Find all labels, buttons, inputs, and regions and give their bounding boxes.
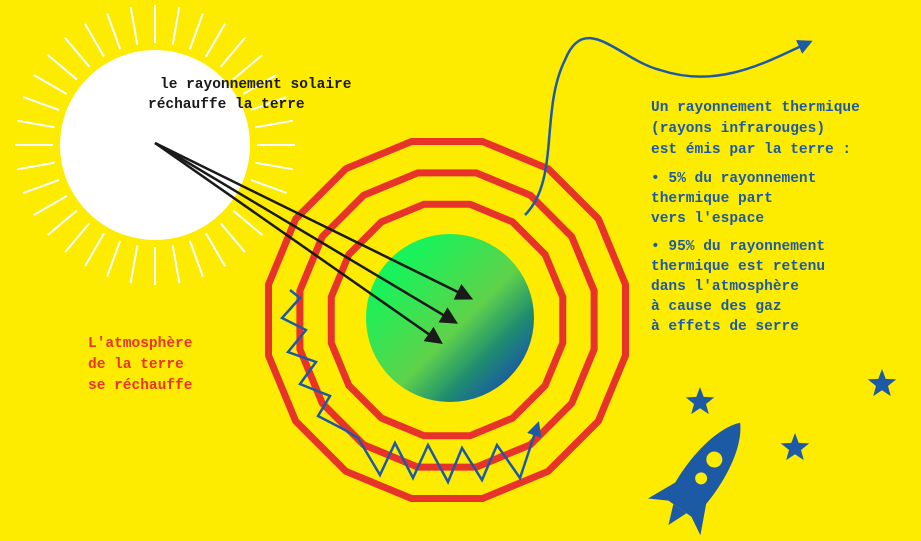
atmosphere-label: se réchauffe: [88, 378, 192, 394]
ray: [129, 245, 139, 284]
thermal-bullet: dans l'atmosphère: [651, 279, 799, 295]
ray: [250, 178, 287, 194]
ring: [296, 169, 598, 471]
ray: [255, 161, 294, 171]
ray: [64, 222, 91, 253]
ray: [255, 119, 294, 129]
ray: [23, 96, 60, 112]
star: [685, 387, 715, 415]
ray: [171, 6, 181, 45]
ray: [64, 37, 91, 68]
trapped-radiation: [279, 289, 542, 485]
sun-rays: [15, 5, 295, 285]
ray: [242, 74, 277, 95]
ray: [129, 6, 139, 45]
thermal-bullet: vers l'espace: [651, 211, 764, 227]
ray: [84, 232, 105, 267]
atmosphere-label: L'atmosphère: [88, 336, 192, 352]
ray: [106, 240, 122, 277]
ray: [47, 54, 78, 81]
thermal-intro: est émis par la terre :: [651, 142, 851, 158]
ray: [219, 37, 246, 68]
ray: [188, 240, 204, 277]
thermal-intro: (rayons infrarouges): [651, 121, 825, 137]
ray: [171, 245, 181, 284]
ray: [23, 178, 60, 194]
rocket: [647, 422, 741, 536]
ray: [16, 161, 55, 171]
thermal-bullet: à effets de serre: [651, 319, 799, 335]
ray: [250, 96, 287, 112]
atmosphere-rings: [264, 137, 630, 503]
thermal-text: Un rayonnement thermique (rayons infrarou…: [651, 100, 860, 335]
ray: [205, 23, 226, 58]
ray: [232, 209, 263, 236]
ray: [47, 209, 78, 236]
ring: [264, 137, 630, 503]
thermal-intro: Un rayonnement thermique: [651, 100, 860, 116]
ray: [232, 54, 263, 81]
thermal-bullet: à cause des gaz: [651, 299, 782, 315]
ray: [219, 222, 246, 253]
solar-arrows: [154, 141, 474, 345]
atmosphere-label: de la terre: [88, 357, 184, 373]
thermal-bullet: thermique est retenu: [651, 259, 825, 275]
ray: [205, 232, 226, 267]
ray: [16, 119, 55, 129]
ray: [33, 74, 68, 95]
stars: [685, 369, 897, 461]
ray: [106, 13, 122, 50]
thermal-bullet: thermique part: [651, 191, 773, 207]
ray: [188, 13, 204, 50]
thermal-bullet: • 95% du rayonnement: [651, 239, 825, 255]
ray: [33, 195, 68, 216]
escaping-radiation: [524, 36, 813, 216]
ring: [327, 200, 567, 440]
sun: [60, 50, 250, 240]
star: [867, 369, 897, 397]
star: [780, 433, 810, 461]
sun-label: le rayonnement solaire: [160, 77, 351, 93]
thermal-bullet: • 5% du rayonnement: [651, 171, 816, 187]
sun-label: réchauffe la terre: [148, 97, 305, 113]
ray: [84, 23, 105, 58]
